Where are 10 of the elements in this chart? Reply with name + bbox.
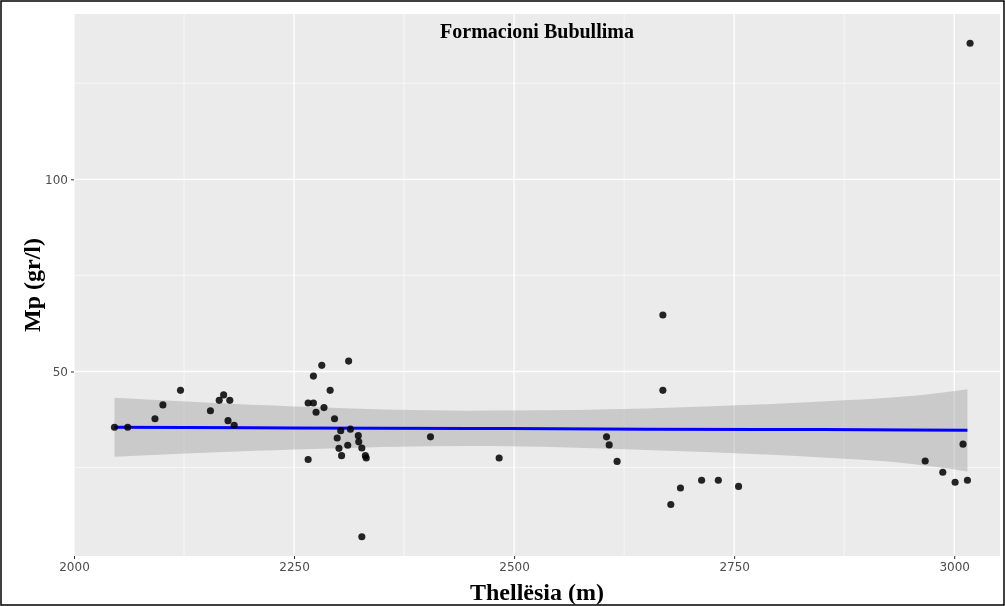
x-tick-label: 2000 bbox=[59, 559, 90, 574]
x-tick-label: 2250 bbox=[279, 559, 310, 574]
y-tick-label: 50 bbox=[52, 364, 68, 379]
y-axis-title: Mp (gr/l) bbox=[19, 238, 45, 332]
x-tick-label: 2750 bbox=[719, 559, 750, 574]
chart-title: Formacioni Bubullima bbox=[440, 20, 634, 42]
x-tick-label: 3000 bbox=[939, 559, 970, 574]
x-axis-title: Thellësia (m) bbox=[470, 579, 604, 605]
y-tick-label: 100 bbox=[45, 172, 68, 187]
x-tick-label: 2500 bbox=[499, 559, 530, 574]
